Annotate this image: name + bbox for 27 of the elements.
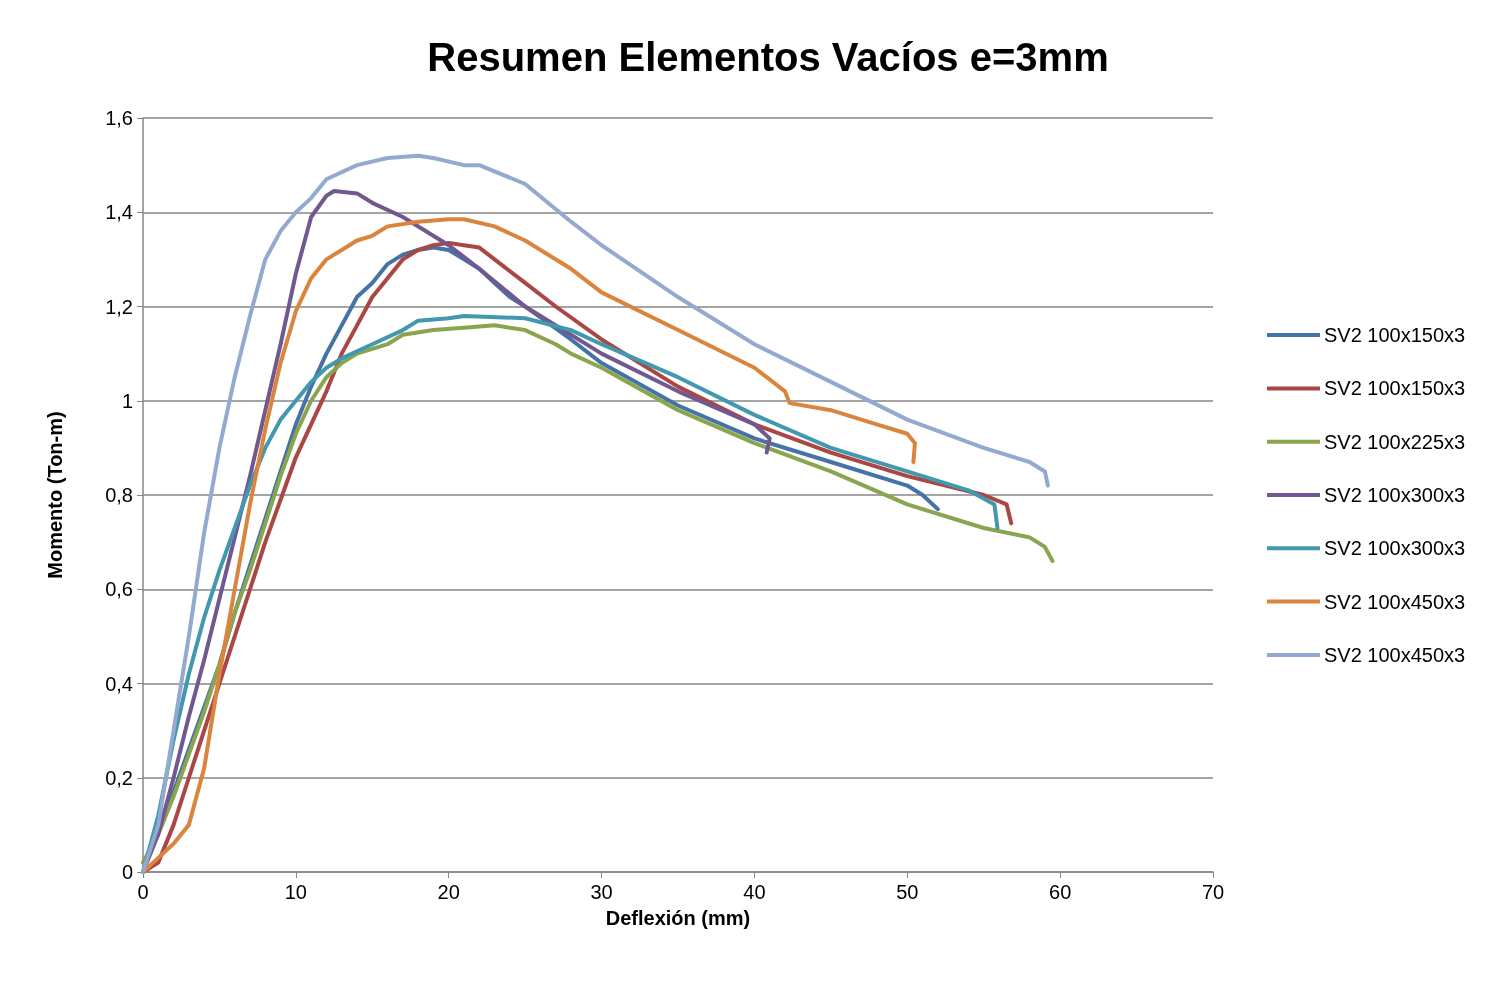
x-axis-title: Deflexión (mm) — [605, 907, 751, 929]
legend-label: SV2 100x150x3 — [1324, 324, 1466, 347]
x-tick-label: 70 — [1201, 881, 1225, 903]
y-axis-title: Momento (Ton-m) — [44, 411, 66, 579]
legend-label: SV2 100x300x3 — [1324, 537, 1466, 560]
x-tick-label: 30 — [590, 881, 613, 903]
y-tick-label: 0,6 — [105, 578, 133, 601]
x-tick-label: 20 — [437, 881, 460, 903]
y-tick-label: 0,4 — [105, 672, 133, 695]
y-tick-label: 1 — [121, 389, 133, 412]
x-tick-label: 60 — [1049, 881, 1072, 903]
y-tick-label: 0 — [121, 861, 133, 883]
legend-label: SV2 100x300x3 — [1324, 484, 1466, 506]
legend-label: SV2 100x450x3 — [1324, 590, 1466, 613]
y-tick-label: 1,4 — [105, 201, 133, 224]
x-tick-label: 0 — [137, 881, 149, 903]
x-tick-label: 40 — [743, 881, 766, 903]
legend-label: SV2 100x450x3 — [1324, 643, 1466, 666]
x-tick-label: 10 — [284, 881, 307, 903]
chart-title: Resumen Elementos Vacíos e=3mm — [427, 35, 1109, 79]
legend-label: SV2 100x150x3 — [1324, 377, 1466, 400]
y-tick-label: 1,6 — [105, 107, 133, 129]
x-tick-label: 50 — [896, 881, 919, 903]
y-tick-label: 1,2 — [105, 295, 133, 318]
legend-label: SV2 100x225x3 — [1324, 430, 1466, 453]
y-tick-label: 0,8 — [105, 484, 133, 506]
y-tick-label: 0,2 — [105, 766, 133, 789]
